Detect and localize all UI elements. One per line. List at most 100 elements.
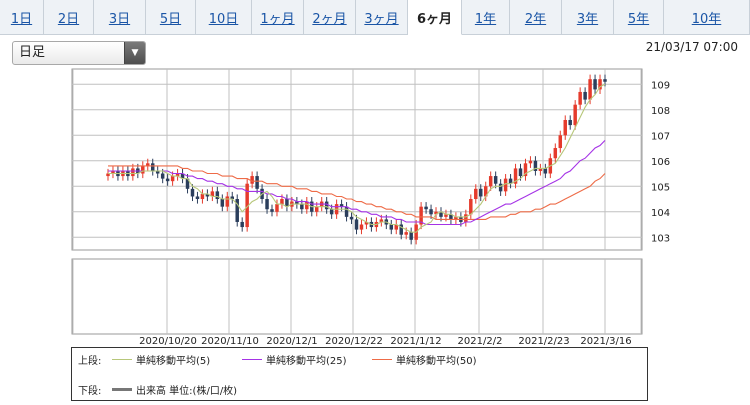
legend-ma5-swatch xyxy=(112,359,132,360)
candle-body xyxy=(449,214,453,220)
candle-body xyxy=(518,168,523,177)
y-tick-label: 103 xyxy=(651,233,670,244)
volume-panel-frame xyxy=(71,258,643,335)
candle-body xyxy=(205,193,210,197)
candle-body xyxy=(508,178,513,184)
candle-body xyxy=(170,176,175,182)
candle-body xyxy=(250,176,254,184)
candle-body xyxy=(195,196,200,200)
candle-body xyxy=(349,216,354,220)
candle-body xyxy=(533,160,538,171)
candle-body xyxy=(498,183,503,192)
x-tick-label: 2020/12/1 xyxy=(266,336,317,347)
candle-body xyxy=(235,199,239,222)
candle-body xyxy=(160,173,165,179)
candle-body xyxy=(364,221,369,225)
candle-body xyxy=(275,204,279,212)
tab-4[interactable]: 5日 xyxy=(146,0,196,34)
tab-7[interactable]: 2ヶ月 xyxy=(304,0,356,34)
candle-body xyxy=(280,199,284,205)
candle-body xyxy=(513,168,518,184)
tab-8[interactable]: 3ヶ月 xyxy=(356,0,408,34)
candle-body xyxy=(588,79,592,100)
candle-body xyxy=(354,219,359,230)
legend-ma50-swatch xyxy=(372,359,392,360)
tab-13[interactable]: 5年 xyxy=(614,0,664,34)
candle-body xyxy=(424,206,428,210)
legend-ma50-label: 単純移動平均(50) xyxy=(396,356,477,367)
tab-12[interactable]: 3年 xyxy=(562,0,614,34)
candle-body xyxy=(553,148,558,159)
candle-body xyxy=(305,201,309,210)
candle-body xyxy=(558,135,563,149)
candle-body xyxy=(404,232,408,235)
candle-body xyxy=(528,160,533,164)
legend-volume: 出来高 単位:(株/口/枚) xyxy=(112,382,237,397)
candle-body xyxy=(339,204,344,207)
y-tick-label: 109 xyxy=(651,80,670,91)
tab-6[interactable]: 1ヶ月 xyxy=(252,0,304,34)
x-tick-label: 2021/1/12 xyxy=(390,336,441,347)
x-tick-label: 2021/2/23 xyxy=(518,336,569,347)
tab-9[interactable]: 6ヶ月 xyxy=(408,0,462,35)
candle-body xyxy=(543,168,548,174)
candle-interval-select[interactable]: 日足 ▼ xyxy=(12,41,146,65)
candle-body xyxy=(255,176,259,189)
candle-body xyxy=(359,224,364,230)
candle-body xyxy=(568,119,572,126)
candle-body xyxy=(190,188,195,197)
tab-5[interactable]: 10日 xyxy=(196,0,252,34)
legend-ma25-swatch xyxy=(242,359,262,360)
legend-ma50: 単純移動平均(50) xyxy=(372,352,477,367)
candle-body xyxy=(324,201,329,210)
candle-body xyxy=(150,163,155,171)
candle-body xyxy=(474,188,478,200)
candle-body xyxy=(598,79,602,90)
candle-body xyxy=(503,178,508,192)
candle-body xyxy=(106,173,110,177)
x-tick-label: 2021/2/2 xyxy=(458,336,503,347)
tab-1[interactable]: 1日 xyxy=(0,0,44,34)
x-tick-label: 2020/11/10 xyxy=(201,336,259,347)
timestamp: 21/03/17 07:00 xyxy=(645,40,738,54)
candle-body xyxy=(523,163,528,177)
candle-body xyxy=(200,193,205,200)
x-tick-label: 2021/3/16 xyxy=(580,336,631,347)
candle-body xyxy=(185,178,190,189)
tab-3[interactable]: 3日 xyxy=(94,0,146,34)
tab-10[interactable]: 1年 xyxy=(462,0,510,34)
candle-body xyxy=(429,209,433,215)
tab-2[interactable]: 2日 xyxy=(44,0,94,34)
candle-body xyxy=(270,209,274,212)
dropdown-arrow-icon[interactable]: ▼ xyxy=(124,42,145,64)
candle-body xyxy=(315,206,319,212)
candle-body xyxy=(439,211,443,217)
candle-body xyxy=(394,224,398,230)
candle-body xyxy=(479,188,483,197)
candle-body xyxy=(295,201,299,205)
candle-body xyxy=(215,191,220,200)
candle-body xyxy=(230,196,234,200)
ma25-line xyxy=(108,140,606,226)
legend-ma25-label: 単純移動平均(25) xyxy=(266,356,347,367)
legend-lower-label: 下段: xyxy=(78,386,102,397)
legend-ma25: 単純移動平均(25) xyxy=(242,352,347,367)
chart-legend: 上段: 単純移動平均(5) 単純移動平均(25) 単純移動平均(50) 下段: … xyxy=(71,347,648,401)
tab-11[interactable]: 2年 xyxy=(510,0,562,34)
candle-body xyxy=(563,119,567,136)
y-tick-label: 105 xyxy=(651,182,670,193)
legend-upper-label: 上段: xyxy=(78,356,102,367)
candle-body xyxy=(180,173,185,179)
candle-body xyxy=(409,232,413,240)
candle-body xyxy=(225,196,230,207)
y-tick-label: 106 xyxy=(651,157,670,168)
x-tick-label: 2020/10/20 xyxy=(139,336,197,347)
candle-body xyxy=(165,178,170,182)
candle-body xyxy=(344,206,349,217)
candle-interval-value: 日足 xyxy=(19,45,46,60)
candle-body xyxy=(399,224,403,235)
candle-body xyxy=(444,214,448,217)
candle-body xyxy=(469,199,473,215)
y-tick-label: 104 xyxy=(651,208,670,219)
